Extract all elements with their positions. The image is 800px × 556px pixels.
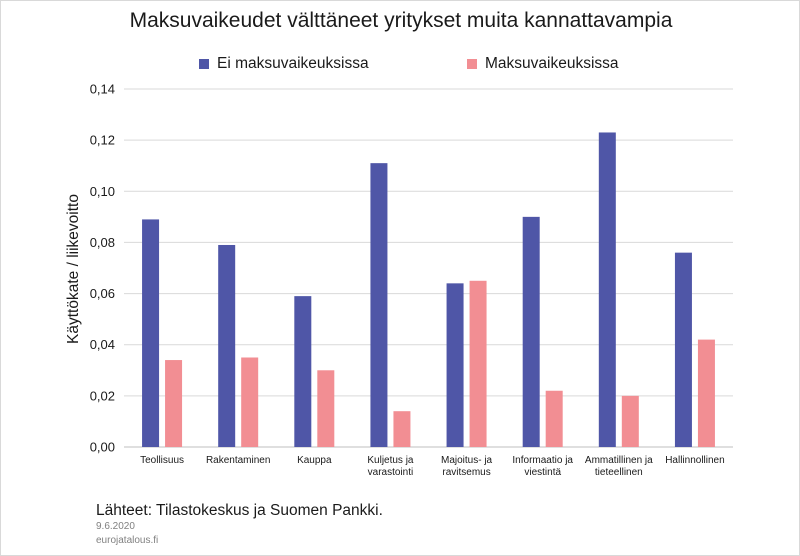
- bar-maksuvaikeuksissa: [317, 370, 335, 447]
- legend-swatch-series-1: [199, 59, 209, 69]
- bar-ei-maksuvaikeuksissa: [142, 219, 160, 447]
- bar-ei-maksuvaikeuksissa: [598, 132, 616, 447]
- x-category-label: Ammatillinen ja: [585, 455, 653, 466]
- y-tick-label: 0,14: [90, 82, 115, 97]
- x-category-label: Informaatio ja: [512, 455, 573, 466]
- y-tick-label: 0,02: [90, 388, 115, 403]
- bar-maksuvaikeuksissa: [469, 280, 487, 447]
- source-note: Lähteet: Tilastokeskus ja Suomen Pankki.: [96, 502, 383, 519]
- y-tick-label: 0,06: [90, 286, 115, 301]
- x-category-label: Majoitus- ja: [441, 455, 493, 466]
- x-category-label: Kauppa: [297, 455, 332, 466]
- bar-ei-maksuvaikeuksissa: [370, 163, 388, 447]
- x-category-label: Kuljetus ja: [367, 455, 414, 466]
- x-category-label: tieteellinen: [595, 467, 643, 478]
- legend: Ei maksuvaikeuksissa Maksuvaikeuksissa: [1, 55, 800, 75]
- bar-maksuvaikeuksissa: [621, 395, 639, 447]
- bar-ei-maksuvaikeuksissa: [294, 296, 312, 447]
- x-category-label: viestintä: [524, 467, 561, 478]
- x-category-label: Teollisuus: [140, 455, 184, 466]
- legend-item-series-2: Maksuvaikeuksissa: [467, 55, 619, 73]
- bar-ei-maksuvaikeuksissa: [446, 283, 464, 447]
- bar-maksuvaikeuksissa: [241, 357, 259, 447]
- bar-maksuvaikeuksissa: [697, 339, 715, 447]
- bar-maksuvaikeuksissa: [165, 360, 183, 447]
- y-tick-label: 0,10: [90, 184, 115, 199]
- bar-ei-maksuvaikeuksissa: [674, 252, 692, 447]
- bar-maksuvaikeuksissa: [545, 390, 563, 447]
- chart-title: Maksuvaikeudet välttäneet yritykset muit…: [129, 9, 673, 32]
- legend-swatch-series-2: [467, 59, 477, 69]
- x-category-label: varastointi: [368, 467, 414, 478]
- legend-item-series-1: Ei maksuvaikeuksissa: [199, 55, 369, 73]
- plot-area: 0,00 0,02 0,04 0,06 0,08 0,10 0,12 0,14 Teollisu…: [90, 82, 733, 478]
- y-tick-label: 0,12: [90, 133, 115, 148]
- bar-ei-maksuvaikeuksissa: [218, 244, 236, 447]
- y-tick-label: 0,04: [90, 337, 115, 352]
- legend-label-series-2: Maksuvaikeuksissa: [485, 55, 619, 72]
- y-tick-label: 0,00: [90, 440, 115, 455]
- bar-maksuvaikeuksissa: [393, 411, 411, 447]
- y-tick-label: 0,08: [90, 235, 115, 250]
- bar-ei-maksuvaikeuksissa: [522, 216, 540, 447]
- legend-label-series-1: Ei maksuvaikeuksissa: [217, 55, 369, 72]
- site-name: eurojatalous.fi: [96, 535, 159, 546]
- publish-date: 9.6.2020: [96, 521, 135, 532]
- x-category-label: ravitsemus: [442, 467, 490, 478]
- x-category-label: Rakentaminen: [206, 455, 270, 466]
- x-category-label: Hallinnollinen: [665, 455, 724, 466]
